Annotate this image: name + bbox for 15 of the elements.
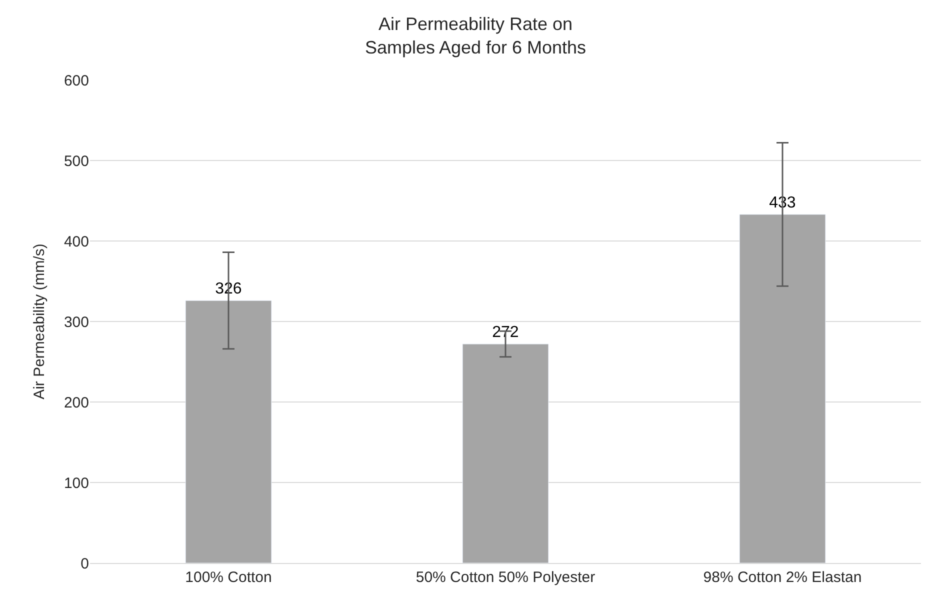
- y-tick-label: 300: [64, 314, 89, 331]
- x-tick-label: 100% Cotton: [185, 569, 272, 586]
- y-tick-label: 500: [64, 152, 89, 170]
- y-tick-label: 200: [64, 394, 89, 412]
- chart-title: Air Permeability Rate on Samples Aged for 6 Months: [364, 14, 586, 58]
- x-tick-label: 98% Cotton 2% Elastan: [703, 569, 862, 586]
- y-tick-label: 600: [64, 72, 89, 90]
- y-tick-label: 0: [80, 555, 89, 572]
- y-axis-title: Air Permeability (mm/s): [31, 244, 48, 400]
- bar: [739, 214, 826, 563]
- x-tick-label: 50% Cotton 50% Polyester: [416, 569, 596, 586]
- y-tick-label: 400: [64, 233, 89, 250]
- bar: [185, 300, 272, 563]
- bar: [462, 344, 549, 563]
- y-tick-label: 100: [64, 474, 89, 492]
